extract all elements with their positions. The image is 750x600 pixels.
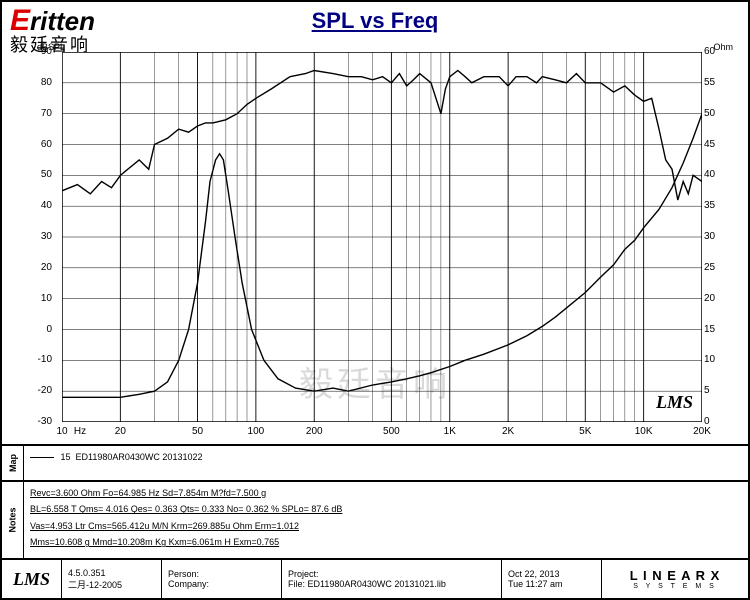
y-right-tick: 45 [704, 139, 734, 150]
notes-line: Vas=4.953 Ltr Cms=565.412u M/N Krm=269.8… [30, 519, 742, 533]
footer-file-label: File: ED11980AR0430WC 20131021.lib [288, 579, 495, 589]
footer-date-alt: 二月-12-2005 [68, 578, 155, 591]
footer-linearx-sub: S Y S T E M S [633, 583, 717, 590]
x-tick: 500 [383, 426, 400, 437]
notes-line: Revc=3.600 Ohm Fo=64.985 Hz Sd=7.854m M?… [30, 486, 742, 500]
footer-date: Oct 22, 2013 Tue 11:27 am [502, 560, 602, 598]
spl-freq-chart [62, 52, 702, 422]
x-tick: 1K [444, 426, 456, 437]
y-right-tick: 5 [704, 385, 734, 396]
x-tick: 10K [635, 426, 653, 437]
y-left-tick: 70 [22, 108, 52, 119]
logo-red-letter: E [10, 4, 30, 37]
footer-time-text: Tue 11:27 am [508, 579, 595, 589]
map-entry-text: ED11980AR0430WC 20131022 [76, 452, 203, 462]
x-tick: 50 [192, 426, 203, 437]
footer-bar: LMS 4.5.0.351 二月-12-2005 Person: Company… [2, 558, 748, 598]
y-left-tick: 80 [22, 77, 52, 88]
y-left-tick: -30 [22, 416, 52, 427]
footer-company-label: Company: [168, 579, 275, 589]
footer-version-text: 4.5.0.351 [68, 568, 155, 578]
y-left-tick: 10 [22, 293, 52, 304]
y-right-tick: 40 [704, 169, 734, 180]
footer-person: Person: Company: [162, 560, 282, 598]
footer-version: 4.5.0.351 二月-12-2005 [62, 560, 162, 598]
map-content: 15 ED11980AR0430WC 20131022 [30, 450, 742, 478]
chart-svg [62, 52, 702, 422]
y-right-tick: 25 [704, 262, 734, 273]
chart-title: SPL vs Freq [312, 8, 439, 34]
y-right-tick: 30 [704, 231, 734, 242]
map-side-label: Map [2, 446, 24, 480]
y-left-tick: 90 [22, 46, 52, 57]
y-left-tick: 20 [22, 262, 52, 273]
y-left-tick: 60 [22, 139, 52, 150]
map-entry-index: 15 [61, 452, 71, 462]
y-left-tick: 40 [22, 200, 52, 211]
y-right-tick: 10 [704, 354, 734, 365]
y-right-tick: 50 [704, 108, 734, 119]
notes-line: BL=6.558 T Qms= 4.016 Qes= 0.363 Qts= 0.… [30, 502, 742, 516]
footer-person-label: Person: [168, 569, 275, 579]
footer-linearx-text: L I N E A R X [630, 568, 721, 583]
y-right-tick: 20 [704, 293, 734, 304]
footer-project: Project: File: ED11980AR0430WC 20131021.… [282, 560, 502, 598]
y-left-tick: -20 [22, 385, 52, 396]
footer-date-text: Oct 22, 2013 [508, 569, 595, 579]
notes-side-label: Notes [2, 482, 24, 558]
x-tick: 20 [115, 426, 126, 437]
y-right-tick: 35 [704, 200, 734, 211]
watermark-lms: LMS [656, 392, 693, 413]
x-tick: 200 [306, 426, 323, 437]
footer-linearx-logo: L I N E A R X S Y S T E M S [602, 560, 748, 598]
y-right-tick: 55 [704, 77, 734, 88]
x-unit: Hz [74, 426, 86, 437]
x-tick: 2K [502, 426, 514, 437]
x-tick: 10 [56, 426, 67, 437]
logo-text: ritten [30, 6, 95, 36]
y-right-tick: 15 [704, 324, 734, 335]
footer-project-label: Project: [288, 569, 495, 579]
y-left-tick: 50 [22, 169, 52, 180]
y-left-tick: 30 [22, 231, 52, 242]
notes-line: Mms=10.608 g Mmd=10.208m Kg Kxm=6.061m H… [30, 535, 742, 549]
footer-lms-logo: LMS [2, 560, 62, 598]
x-tick: 100 [248, 426, 265, 437]
x-tick: 5K [579, 426, 591, 437]
notes-section: Notes Revc=3.600 Ohm Fo=64.985 Hz Sd=7.8… [2, 480, 748, 558]
y-left-tick: 0 [22, 324, 52, 335]
map-section: Map 15 ED11980AR0430WC 20131022 [2, 444, 748, 480]
notes-content: Revc=3.600 Ohm Fo=64.985 Hz Sd=7.854m M?… [30, 486, 742, 556]
y-right-tick: 60 [704, 46, 734, 57]
y-left-tick: -10 [22, 354, 52, 365]
legend-line-sample [30, 457, 54, 458]
x-tick: 20K [693, 426, 711, 437]
